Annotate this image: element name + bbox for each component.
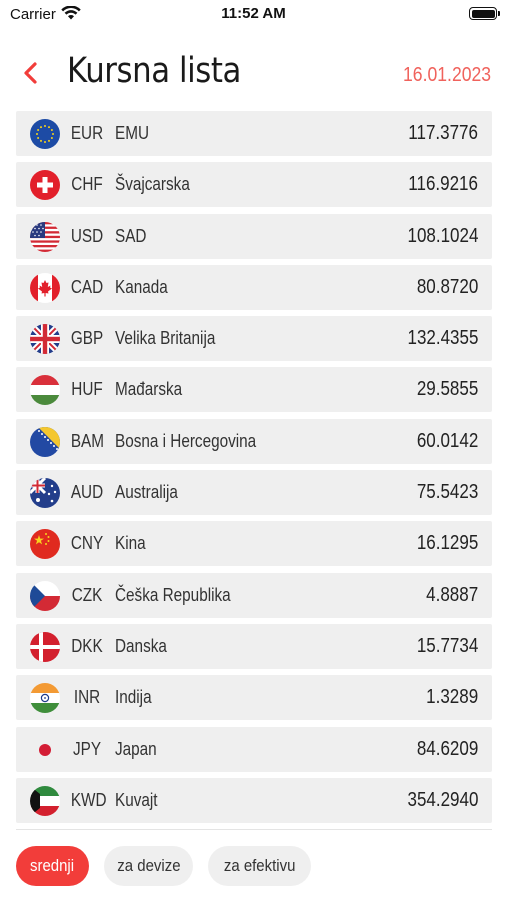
rate-value: 117.3776 [408, 122, 478, 144]
country-name: Mađarska [115, 379, 183, 400]
country-name: Kuvajt [115, 789, 158, 810]
rate-row[interactable]: GBP Velika Britanija 132.4355 [16, 316, 492, 362]
list-divider [16, 829, 492, 830]
country-name: Japan [115, 738, 157, 759]
rate-value: 75.5423 [416, 481, 478, 504]
rate-row[interactable]: CZK Češka Republika 4.8887 [16, 572, 492, 618]
india-flag-icon [30, 683, 60, 714]
rate-value: 108.1024 [407, 224, 478, 247]
rate-row[interactable]: HUF Mađarska 29.5855 [16, 367, 492, 413]
denmark-flag-icon [30, 631, 60, 662]
tab-label: srednji [30, 856, 75, 875]
uk-flag-icon [30, 324, 60, 355]
rate-value: 60.0142 [416, 429, 478, 452]
rate-date: 16.01.2023 [402, 64, 491, 86]
country-name: Češka Republika [115, 584, 231, 605]
header: Kursna lista 16.01.2023 [0, 48, 507, 102]
rate-value: 29.5855 [416, 378, 478, 401]
currency-code: CAD [70, 276, 104, 297]
rate-row[interactable]: DKK Danska 15.7734 [16, 623, 492, 669]
hungary-flag-icon [30, 375, 60, 406]
switzerland-flag-icon [30, 170, 60, 201]
currency-code: KWD [70, 789, 107, 810]
rate-value: 84.6209 [416, 737, 478, 760]
country-name: Švajcarska [115, 174, 190, 195]
china-flag-icon [30, 529, 60, 560]
page-title: Kursna lista [67, 51, 241, 91]
currency-code: AUD [70, 482, 104, 503]
currency-code: HUF [71, 379, 103, 400]
tab-za-efektivu[interactable]: za efektivu [208, 846, 311, 886]
rate-value: 15.7734 [416, 634, 478, 657]
rate-row[interactable]: EUR EMU 117.3776 [16, 111, 492, 156]
wifi-icon [61, 6, 81, 20]
rate-value: 1.3289 [426, 686, 478, 709]
rate-value: 16.1295 [416, 532, 478, 555]
country-name: Kina [115, 533, 146, 554]
eu-flag-icon [30, 119, 60, 149]
rate-row[interactable]: JPY Japan 84.6209 [16, 726, 492, 772]
currency-code: CZK [71, 584, 103, 605]
bosnia-flag-icon [30, 426, 60, 457]
rate-row[interactable]: USD SAD 108.1024 [16, 213, 492, 259]
kuwait-flag-icon [30, 785, 60, 816]
currency-code: CNY [70, 533, 104, 554]
rate-row[interactable]: CHF Švajcarska 116.9216 [16, 162, 492, 208]
canada-flag-icon [30, 272, 60, 303]
rate-value: 4.8887 [426, 583, 478, 606]
rate-row[interactable]: CNY Kina 16.1295 [16, 521, 492, 567]
rate-value: 354.2940 [407, 788, 478, 811]
japan-flag-icon [30, 734, 60, 765]
currency-code: CHF [71, 174, 103, 195]
battery-icon [469, 7, 500, 20]
rate-row[interactable]: BAM Bosna i Hercegovina 60.0142 [16, 418, 492, 464]
rate-row[interactable]: AUD Australija 75.5423 [16, 470, 492, 516]
tab-za-devize[interactable]: za devize [104, 846, 193, 886]
country-name: EMU [115, 123, 149, 143]
currency-code: GBP [70, 328, 104, 349]
rate-value: 132.4355 [407, 327, 478, 350]
country-name: SAD [115, 225, 147, 246]
country-name: Bosna i Hercegovina [115, 430, 257, 451]
country-name: Indija [115, 687, 152, 708]
currency-code: EUR [70, 123, 104, 143]
currency-code: USD [70, 225, 104, 246]
rate-value: 116.9216 [408, 173, 478, 196]
exchange-rate-list: EUR EMU 117.3776 CHF Švajcarska 116.9216… [16, 111, 492, 829]
rate-row[interactable]: KWD Kuvajt 354.2940 [16, 777, 492, 823]
rate-row[interactable]: INR Indija 1.3289 [16, 675, 492, 721]
czech-flag-icon [30, 580, 60, 611]
currency-code: BAM [70, 430, 105, 451]
currency-code: DKK [71, 635, 103, 656]
back-chevron-icon[interactable] [18, 58, 46, 88]
country-name: Velika Britanija [115, 328, 216, 349]
tab-srednji[interactable]: srednji [16, 846, 89, 886]
rate-row[interactable]: CAD Kanada 80.8720 [16, 264, 492, 310]
currency-code: JPY [72, 738, 102, 759]
country-name: Danska [115, 635, 167, 656]
country-name: Kanada [115, 276, 168, 297]
tab-label: za devize [116, 856, 181, 875]
status-bar: Carrier 11:52 AM [0, 0, 507, 30]
tab-label: za efektivu [223, 856, 296, 875]
usa-flag-icon [30, 221, 60, 252]
currency-code: INR [73, 687, 101, 708]
australia-flag-icon [30, 478, 60, 509]
country-name: Australija [115, 482, 178, 503]
carrier-label: Carrier [10, 6, 56, 23]
rate-value: 80.8720 [416, 275, 478, 298]
clock: 11:52 AM [221, 5, 286, 22]
